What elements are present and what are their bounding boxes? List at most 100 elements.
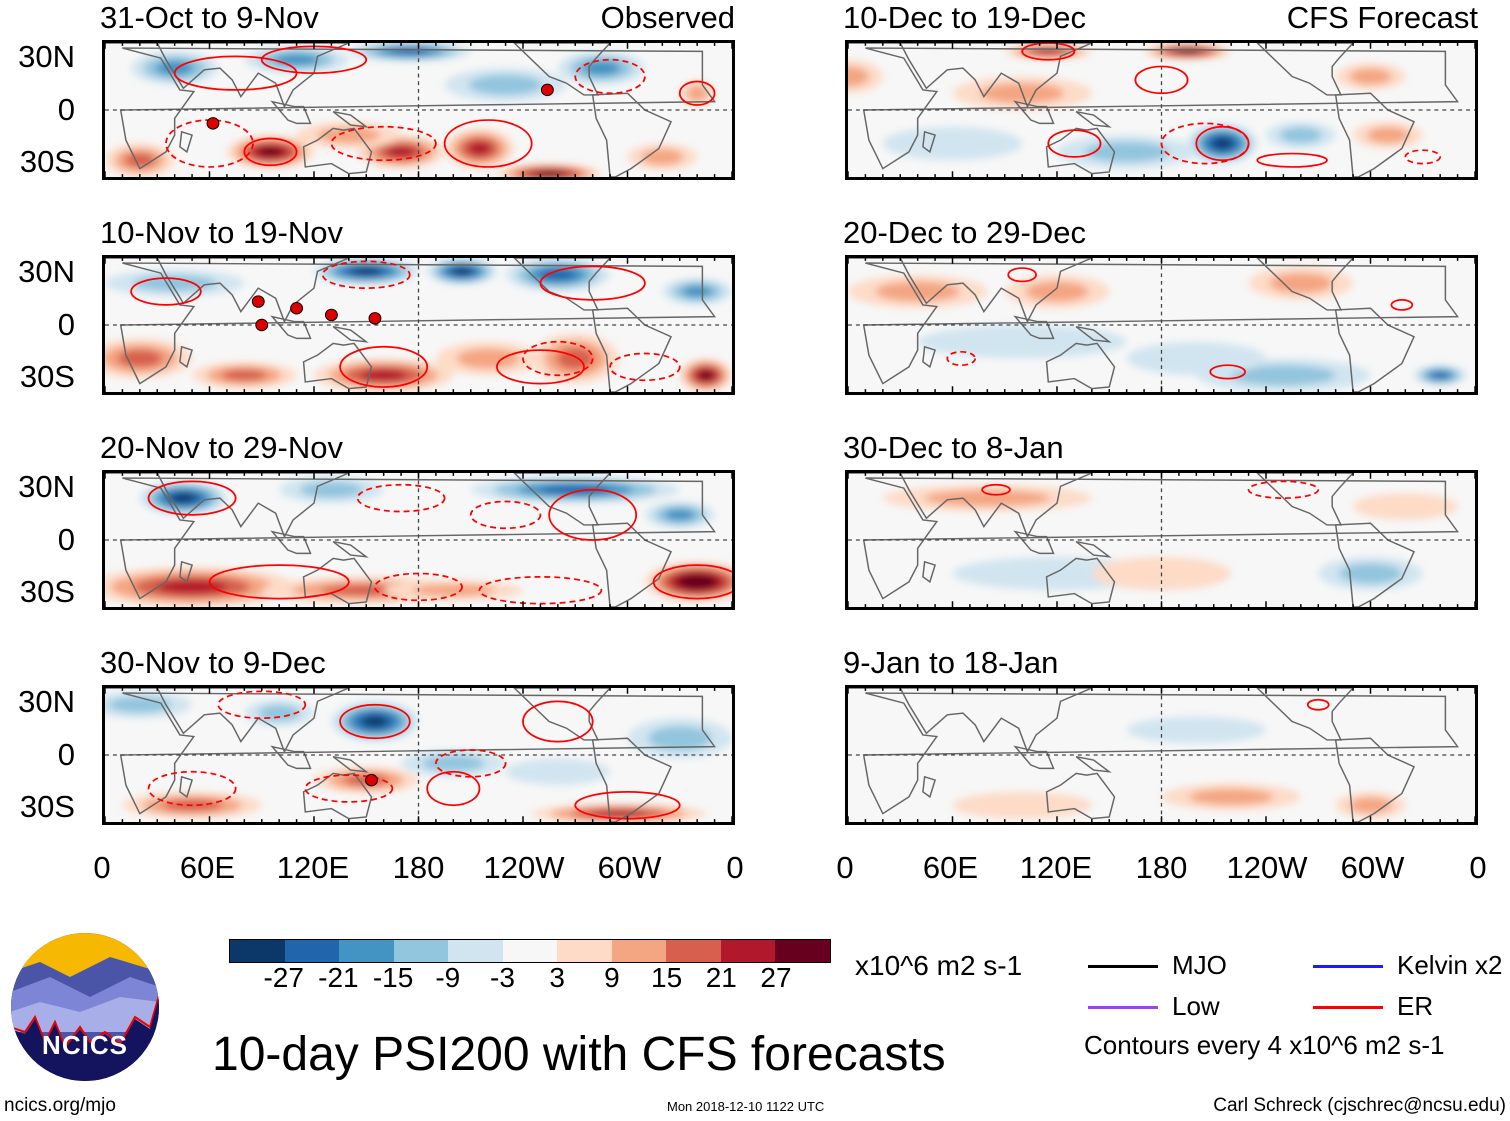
- lat-label: 30N: [18, 254, 75, 289]
- map-panel: [845, 470, 1478, 610]
- coastline: [1256, 688, 1355, 741]
- er-contour: [374, 572, 463, 602]
- coastline: [119, 477, 716, 600]
- psi-anomaly-blob: [952, 791, 1092, 819]
- psi-anomaly-blob: [534, 170, 564, 177]
- er-contour: [652, 564, 732, 600]
- legend-label: MJO: [1172, 950, 1227, 980]
- psi-anomaly-blob: [505, 758, 611, 786]
- main-title: 10-day PSI200 with CFS forecasts: [212, 1028, 946, 1081]
- er-contour: [548, 488, 638, 541]
- coastline: [862, 692, 1459, 815]
- shading-layer: [882, 484, 1458, 591]
- er-contour: [435, 749, 507, 778]
- colorbar-label: 3: [549, 962, 565, 993]
- coastline: [270, 100, 312, 125]
- footer-url[interactable]: ncics.org/mjo: [4, 1095, 116, 1116]
- coastline: [922, 775, 937, 799]
- er-contour: [130, 277, 202, 306]
- psi-anomaly-blob: [1126, 716, 1266, 744]
- lon-label: 0: [836, 850, 854, 885]
- psi-anomaly-blob: [1279, 127, 1322, 144]
- legend-line-low: [1088, 1006, 1158, 1009]
- er-contour: [321, 260, 411, 290]
- psi-anomaly-blob: [848, 66, 869, 87]
- shading-layer: [952, 716, 1406, 819]
- panel-title: 30-Nov to 9-Dec: [100, 645, 326, 680]
- lon-label: 0: [93, 850, 111, 885]
- lon-label: 180: [392, 850, 445, 885]
- coastline: [848, 688, 1093, 754]
- coastline: [1045, 772, 1116, 820]
- coastline: [862, 477, 1459, 600]
- map-svg: [848, 473, 1475, 607]
- er-contour: [522, 340, 594, 377]
- coastline: [119, 692, 716, 815]
- psi-anomaly-blob: [108, 696, 172, 713]
- colorbar-label: 15: [651, 962, 683, 993]
- coastline: [922, 345, 937, 369]
- map-panel: [102, 255, 735, 395]
- contour-note: Contours every 4 x10^6 m2 s-1: [1084, 1030, 1445, 1060]
- er-contour: [1306, 698, 1330, 711]
- psi-anomaly-blob: [421, 755, 485, 772]
- map-svg: [848, 43, 1475, 177]
- er-contour: [678, 80, 716, 106]
- shading-layer: [105, 258, 732, 392]
- psi-anomaly-blob: [221, 369, 267, 381]
- lat-label: 0: [57, 522, 75, 557]
- coastline: [1013, 100, 1055, 125]
- panel-title: 9-Jan to 18-Jan: [843, 645, 1059, 680]
- shading-layer: [105, 476, 732, 607]
- coastline: [105, 688, 350, 754]
- coastline: [848, 258, 1093, 324]
- map-svg: [105, 688, 732, 822]
- panel-title: 30-Dec to 8-Jan: [843, 430, 1064, 465]
- map-panel: [845, 685, 1478, 825]
- er-contour: [522, 700, 594, 743]
- ncics-logo: NCICS: [10, 932, 160, 1082]
- colorbar-swatch: [720, 940, 775, 962]
- er-contour: [1160, 122, 1250, 165]
- colorbar-label: -9: [435, 962, 461, 993]
- lon-label: 60W: [1340, 850, 1405, 885]
- er-contour: [946, 350, 977, 367]
- coastline: [1045, 557, 1116, 605]
- coastline: [270, 745, 312, 770]
- er-contour: [426, 770, 481, 807]
- psi-anomaly-blob: [1033, 48, 1063, 55]
- shading-layer: [105, 691, 732, 822]
- coastline: [922, 560, 937, 584]
- coastline: [270, 315, 312, 340]
- coastline: [179, 560, 194, 584]
- tropical-cyclone-icon: [365, 773, 378, 787]
- lon-label: 180: [1135, 850, 1188, 885]
- coastline: [922, 130, 937, 154]
- lon-label: 60W: [597, 850, 662, 885]
- psi-anomaly-blob: [875, 281, 960, 302]
- psi-anomaly-blob: [157, 580, 227, 594]
- lon-label: 120W: [483, 850, 565, 885]
- coastline: [105, 258, 350, 324]
- er-contour: [1256, 152, 1328, 168]
- lon-label: 120E: [1019, 850, 1093, 885]
- psi-anomaly-blob: [1353, 493, 1458, 520]
- coastline: [105, 473, 350, 539]
- er-contour: [574, 58, 646, 95]
- colorbar-label: -21: [318, 962, 359, 993]
- map-panel: [102, 40, 735, 180]
- colorbar-swatch: [557, 940, 612, 962]
- psi-anomaly-blob: [1431, 371, 1449, 379]
- er-contour: [1404, 149, 1442, 165]
- lon-label: 60E: [179, 850, 236, 885]
- lat-label: 0: [57, 307, 75, 342]
- psi-anomaly-blob: [1349, 68, 1392, 85]
- psi-anomaly-blob: [469, 74, 543, 95]
- psi-anomaly-blob: [1212, 138, 1232, 149]
- psi-anomaly-blob: [352, 267, 381, 276]
- coastline: [1256, 473, 1355, 526]
- er-contour: [609, 352, 681, 382]
- colorbar-swatch: [393, 940, 448, 962]
- coastline: [179, 775, 194, 799]
- units-label: x10^6 m2 s-1: [855, 950, 1023, 981]
